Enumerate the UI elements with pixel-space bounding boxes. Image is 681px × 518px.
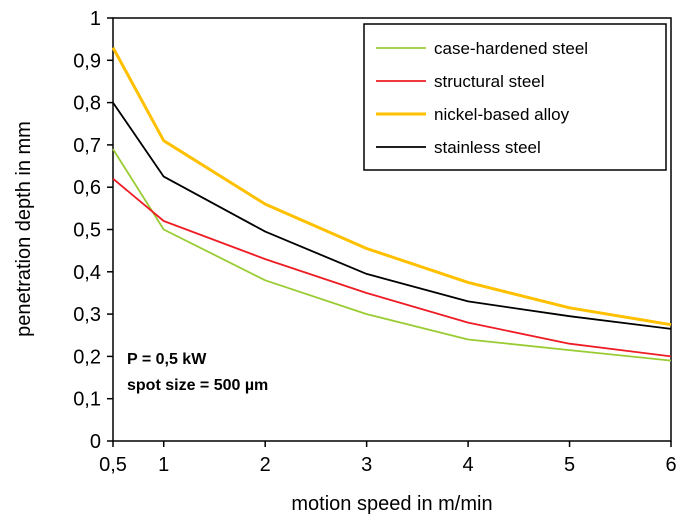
annotation-spot-size: spot size = 500 µm bbox=[127, 377, 268, 394]
annotation-power: P = 0,5 kW bbox=[127, 351, 207, 368]
series-line-stainless-steel bbox=[112, 102, 672, 330]
y-tick-label: 0 bbox=[90, 431, 101, 453]
x-axis-title: motion speed in m/min bbox=[291, 493, 492, 515]
y-tick-label: 0,5 bbox=[73, 220, 101, 242]
y-tick-label: 0,2 bbox=[73, 346, 101, 368]
y-tick-label: 0,6 bbox=[73, 177, 101, 199]
x-tick-label: 0,5 bbox=[99, 454, 127, 476]
x-axis-ticks: 0,5 1 2 3 4 5 6 bbox=[99, 441, 677, 476]
y-axis-title: penetration depth in mm bbox=[13, 121, 35, 337]
y-tick-label: 0,1 bbox=[73, 389, 101, 411]
legend-label: stainless steel bbox=[434, 138, 541, 157]
y-tick-label: 0,3 bbox=[73, 304, 101, 326]
y-tick-label: 0,4 bbox=[73, 262, 101, 284]
y-tick-label: 0,9 bbox=[73, 50, 101, 72]
series-line-nickel-based-alloy bbox=[111, 46, 672, 327]
y-tick-label: 0,8 bbox=[73, 93, 101, 115]
legend-label: nickel-based alloy bbox=[434, 105, 570, 124]
x-tick-label: 4 bbox=[463, 454, 474, 476]
series-line-case-hardened-steel bbox=[112, 148, 672, 362]
x-tick-label: 1 bbox=[158, 454, 169, 476]
legend: case-hardened steel structural steel nicke… bbox=[363, 23, 667, 171]
x-tick-label: 6 bbox=[665, 454, 676, 476]
series-line-structural-steel bbox=[112, 178, 672, 358]
x-tick-label: 5 bbox=[564, 454, 575, 476]
x-tick-label: 2 bbox=[260, 454, 271, 476]
series-lines bbox=[111, 46, 672, 362]
legend-label: structural steel bbox=[434, 72, 545, 91]
y-tick-label: 0,7 bbox=[73, 135, 101, 157]
legend-label: case-hardened steel bbox=[434, 39, 588, 58]
y-tick-label: 1 bbox=[90, 8, 101, 30]
x-tick-label: 3 bbox=[361, 454, 372, 476]
y-axis-ticks: 0 0,1 0,2 0,3 0,4 0,5 0,6 0,7 0,8 0,9 1 bbox=[73, 8, 113, 453]
